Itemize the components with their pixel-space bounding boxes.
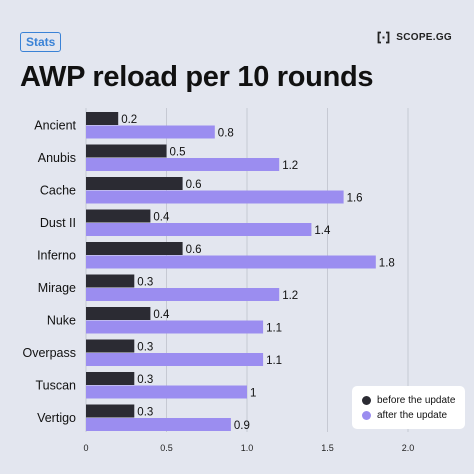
data-label: 1.6 [347, 193, 363, 205]
data-label: 0.3 [137, 342, 153, 354]
bar [86, 418, 231, 431]
data-label: 0.3 [137, 277, 153, 289]
category-label: Inferno [37, 249, 76, 263]
category-label: Anubis [38, 151, 76, 165]
category-label: Dust II [40, 216, 76, 230]
data-label: 1.4 [314, 225, 331, 237]
scope-logo-icon [377, 31, 390, 44]
legend: before the update after the update [352, 386, 466, 429]
x-tick-label: 2.0 [402, 443, 415, 453]
x-tick-label: 0.5 [160, 443, 173, 453]
bar [86, 242, 183, 255]
data-label: 0.2 [121, 114, 137, 126]
category-label: Nuke [47, 314, 76, 328]
bar [86, 255, 376, 269]
bar [86, 223, 312, 236]
legend-label-after: after the update [377, 410, 448, 421]
chart-title: AWP reload per 10 rounds [20, 61, 374, 93]
bar [86, 177, 183, 190]
data-label: 0.9 [234, 420, 250, 432]
bar [86, 125, 215, 139]
bar [86, 307, 151, 320]
bar [86, 158, 280, 171]
data-label: 1.8 [379, 258, 395, 270]
category-label: Vertigo [37, 411, 76, 425]
legend-item-after: after the update [362, 408, 455, 423]
x-tick-label: 0 [83, 443, 88, 453]
legend-label-before: before the update [377, 395, 456, 406]
bar [86, 404, 135, 418]
x-tick-label: 1.0 [241, 443, 254, 453]
bar [86, 112, 119, 125]
legend-swatch-before [362, 396, 371, 405]
data-label: 1.2 [282, 290, 298, 302]
data-label: 1.1 [266, 355, 282, 367]
category-label: Ancient [34, 119, 76, 133]
data-label: 1.2 [282, 160, 298, 172]
brand: SCOPE.GG [377, 31, 452, 44]
brand-name: SCOPE.GG [396, 32, 452, 43]
category-label: Tuscan [35, 379, 76, 393]
data-label: 0.3 [137, 374, 153, 386]
category-label: Mirage [38, 281, 76, 295]
x-tick-label: 1.5 [321, 443, 334, 453]
data-label: 1.1 [266, 323, 282, 335]
bar [86, 339, 135, 353]
data-label: 0.6 [186, 179, 202, 191]
legend-swatch-after [362, 411, 371, 420]
data-label: 0.8 [218, 128, 234, 140]
data-label: 0.3 [137, 407, 153, 419]
bar [86, 144, 167, 158]
data-label: 0.6 [186, 244, 202, 256]
data-label: 1 [250, 388, 256, 400]
bar [86, 385, 247, 399]
stats-badge: Stats [20, 32, 62, 52]
data-label: 0.5 [170, 147, 186, 159]
legend-item-before: before the update [362, 393, 455, 408]
bar [86, 320, 264, 334]
category-label: Overpass [23, 346, 77, 360]
bar [86, 288, 280, 301]
bar [86, 372, 135, 385]
bar [86, 209, 151, 223]
data-label: 0.4 [153, 309, 170, 321]
data-label: 0.4 [153, 212, 170, 224]
bar [86, 190, 344, 204]
category-label: Cache [40, 184, 76, 198]
bar [86, 274, 135, 288]
bar [86, 353, 264, 366]
